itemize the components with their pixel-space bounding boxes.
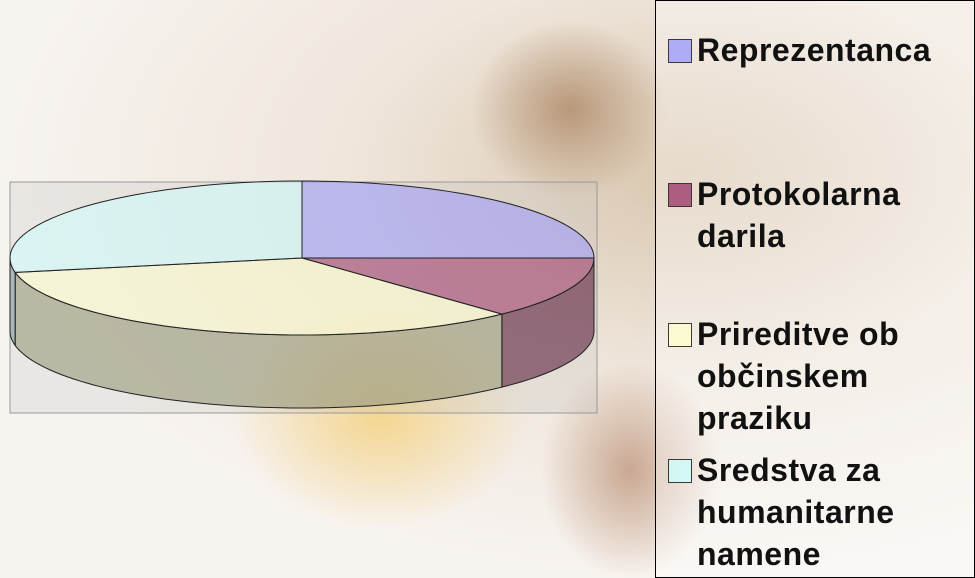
legend-label: Protokolarna darila xyxy=(697,173,959,257)
legend-label: Sredstva za humanitarne namene xyxy=(697,449,959,575)
legend-label: Reprezentanca xyxy=(697,29,959,71)
slide: Reprezentanca Protokolarna darila Priredit… xyxy=(0,0,975,578)
legend-entry: Reprezentanca xyxy=(668,29,968,71)
legend-swatch xyxy=(668,459,692,483)
legend-entry: Sredstva za humanitarne namene xyxy=(668,449,968,575)
legend-entry: Protokolarna darila xyxy=(668,173,968,257)
legend-swatch xyxy=(668,183,692,207)
legend-label: Prireditve ob občinskem praziku xyxy=(697,313,959,439)
legend-swatch xyxy=(668,323,692,347)
legend: Reprezentanca Protokolarna darila Priredit… xyxy=(655,0,975,578)
legend-entry: Prireditve ob občinskem praziku xyxy=(668,313,968,439)
legend-swatch xyxy=(668,39,692,63)
